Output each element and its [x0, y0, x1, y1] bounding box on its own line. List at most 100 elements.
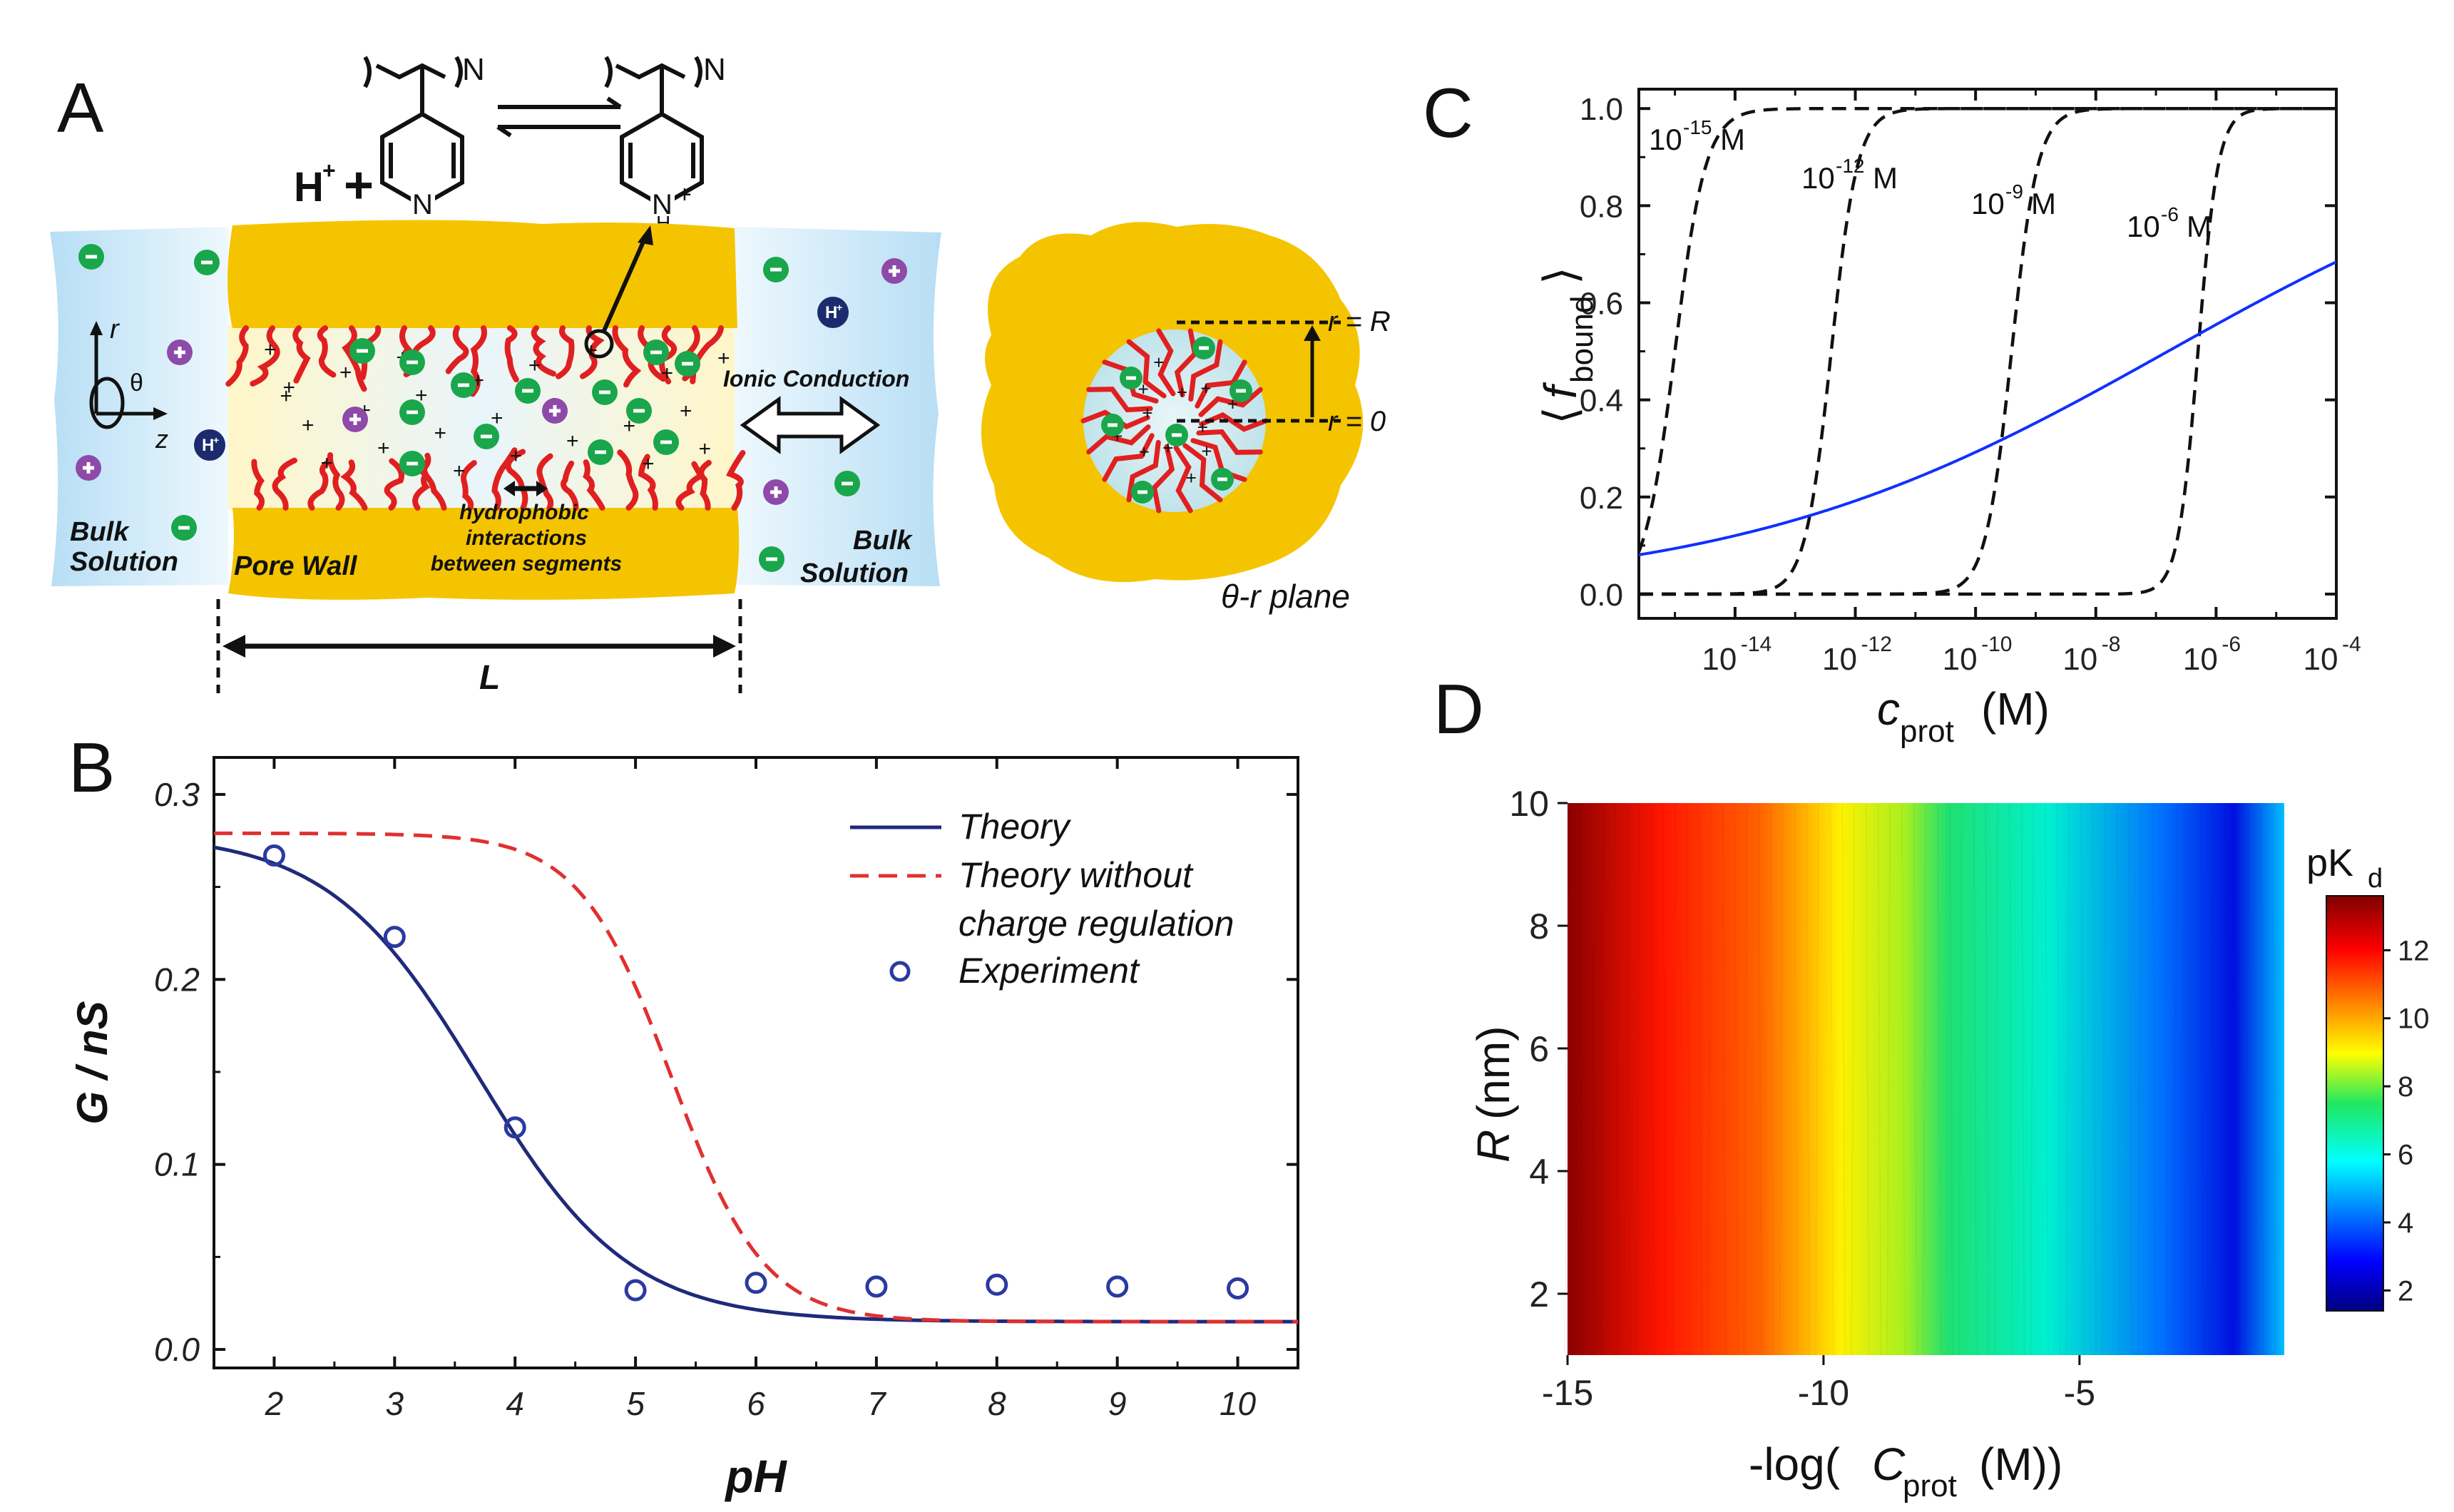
polymer-chain [445, 325, 469, 374]
plot-d-ytick: 6 [1529, 1029, 1549, 1069]
svg-text:-12: -12 [1836, 155, 1864, 177]
polymer-chain [340, 459, 368, 511]
plot-b-xtick: 8 [988, 1385, 1006, 1422]
polymer-chain [225, 325, 249, 387]
experiment-point [1106, 1275, 1129, 1298]
anion-ion [78, 244, 104, 270]
plot-d-ytick: 8 [1529, 906, 1549, 946]
anion-ion [763, 257, 789, 282]
cross-section-anion [1120, 367, 1142, 389]
svg-text:10: 10 [1702, 642, 1737, 677]
plot-b-ytick: 0.1 [154, 1146, 200, 1183]
panel-d: D -15 -10 -5 2 4 6 8 10 R (nm) -log( C prot (M)… [1433, 670, 2430, 1503]
colorbar-ticks: 2 4 6 8 10 12 [2383, 935, 2430, 1307]
anion-ion [515, 378, 541, 404]
svg-text:10: 10 [2304, 642, 2338, 677]
svg-text:-10: -10 [1981, 633, 2012, 656]
plot-d-ylabel-main: R [1468, 1130, 1519, 1163]
svg-text:-9: -9 [2005, 180, 2023, 203]
plot-b-ytick: 0.3 [154, 776, 200, 813]
bulk-solution-left-area [50, 227, 228, 586]
panel-b: B 2 3 4 5 6 7 8 9 10 0.0 0.1 0.2 0.3 G / nS pH Theor… [68, 728, 1299, 1502]
cross-section-ions [1101, 337, 1252, 504]
svg-text:-12: -12 [1861, 633, 1892, 656]
plot-b-frame [213, 756, 1299, 1369]
plot-c-curve-labels: 10 -15 M10 -12 M10 -9 M10 -6 M [1649, 116, 2212, 243]
polymer-chain [307, 459, 332, 511]
fixed-charge: + [434, 422, 447, 445]
fixed-charge: + [339, 361, 352, 384]
plot-c-ytick: 0.2 [1580, 481, 1623, 516]
polymer-chain [292, 325, 311, 384]
anion-ion [592, 379, 618, 405]
plot-c-xtick: 10 -6 [2183, 633, 2241, 677]
svg-text:10: 10 [2062, 642, 2097, 677]
hydrophobic-arrow-right [536, 481, 548, 496]
r-equals-0-label: r = 0 [1328, 406, 1386, 437]
fixed-charge: + [642, 452, 655, 476]
anion-ion [759, 546, 784, 572]
svg-text:10: 10 [2183, 642, 2218, 677]
experiment-point [865, 1275, 888, 1298]
hplus-ion: H+ [194, 429, 225, 461]
plot-c-ylabel-open: ⟨ [1535, 407, 1586, 424]
svg-text:H: H [202, 436, 214, 455]
plot-c-xtick: 10 -12 [1822, 633, 1892, 677]
plot-c-xlabel-main: c [1877, 683, 1900, 735]
anion-ion [399, 451, 425, 476]
curve-label: 10 -12 M [1801, 155, 1898, 195]
polymer-chain [469, 325, 487, 397]
svg-text:10: 10 [1822, 642, 1857, 677]
cross-section-chain [1173, 445, 1193, 514]
polymer-chain [504, 325, 519, 383]
series-experiment-points [262, 844, 1249, 1302]
anion-ion [399, 399, 425, 425]
plot-b-xtick: 7 [867, 1385, 886, 1422]
cross-section-anion [1192, 337, 1215, 359]
colorbar-tick: 2 [2398, 1275, 2413, 1307]
fixed-charge: + [491, 407, 503, 430]
cation-ion [881, 258, 907, 284]
cross-section-anion [1165, 424, 1188, 446]
polymer-chain [327, 452, 345, 511]
anion-ion [474, 424, 499, 449]
bulk-right-label-2: Solution [800, 558, 909, 588]
svg-text:-8: -8 [2102, 633, 2121, 656]
polymer-chain [384, 458, 405, 511]
reaction-scheme [363, 56, 704, 208]
cross-section-chain [1126, 339, 1167, 399]
plot-d-ylabel: R (nm) [1468, 1026, 1519, 1163]
polymer-chain [531, 325, 556, 377]
svg-text:-6: -6 [2161, 203, 2179, 225]
pore-wall-bottom [228, 508, 740, 600]
fixed-charge: + [283, 376, 296, 399]
svg-text:-15: -15 [1683, 116, 1712, 138]
svg-text:+: + [213, 434, 219, 446]
svg-text:M: M [1720, 123, 1745, 156]
ionic-conduction-label: Ionic Conduction [723, 366, 909, 392]
ring-n-bg-left [411, 187, 435, 215]
series-theory-line [214, 845, 1298, 1324]
fixed-charge: + [566, 429, 579, 453]
cross-section-charge: + [1200, 378, 1211, 399]
hydrophobic-label-3: between segments [431, 552, 622, 576]
plot-c-xtick: 10 -8 [2062, 633, 2120, 677]
cross-section-charge: + [1142, 402, 1152, 424]
plot-b-xtick: 4 [506, 1385, 524, 1422]
polymer-chain [505, 449, 528, 511]
theta-r-plane-label: θ-r plane [1221, 578, 1350, 615]
polymer-chain [416, 452, 447, 511]
experiment-point [986, 1273, 1008, 1296]
cation-ion [763, 479, 789, 505]
plot-c-ticks: 0.00.20.40.60.81.010 -14 10 -12 10 -10 10 -8 10-… [1580, 89, 2361, 677]
panel-label-b: B [68, 728, 115, 807]
cross-section-charge: + [1201, 440, 1212, 461]
cross-section-chain [1086, 387, 1153, 413]
cross-section-chain [1126, 439, 1161, 503]
plot-d-xlabel-post: (M)) [1979, 1439, 2062, 1490]
cross-section-charge: + [1139, 441, 1150, 462]
plot-d-xlabel: -log( C prot (M)) [1749, 1439, 2062, 1503]
polymer-subscript-right: N [703, 52, 726, 87]
hplus-ion: H+ [817, 297, 849, 328]
length-arrow-left [223, 635, 245, 658]
